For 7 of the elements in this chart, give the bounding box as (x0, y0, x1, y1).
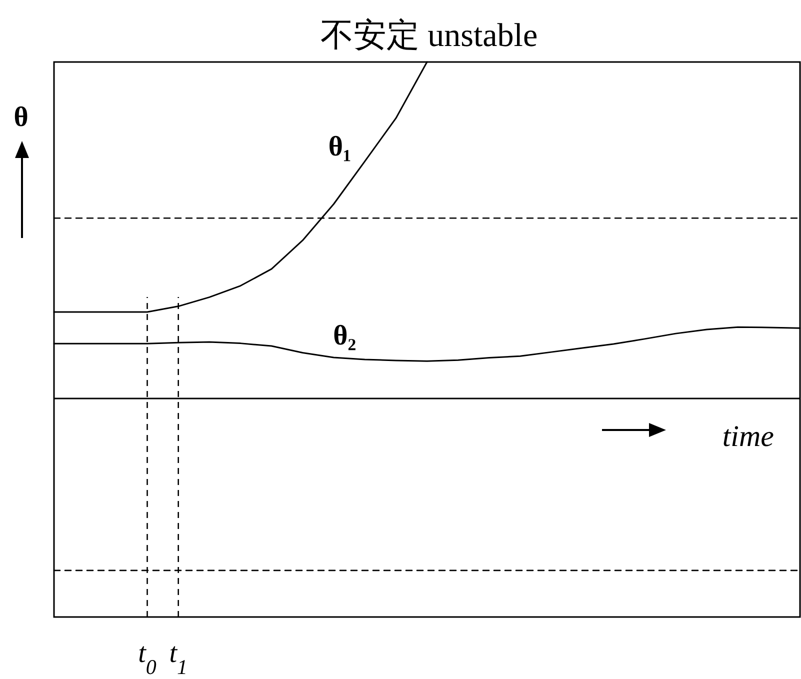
x-tick-label: t$_{0}$ (138, 638, 157, 679)
chart-title: 不安定 unstable (320, 18, 538, 54)
y-axis-title: θ (14, 102, 28, 133)
x-tick-label: t$_{1}$ (169, 638, 188, 679)
series-label: θ₂ (333, 320, 356, 352)
series-label: θ₁ (328, 131, 352, 162)
x-axis-title: time (722, 420, 774, 453)
